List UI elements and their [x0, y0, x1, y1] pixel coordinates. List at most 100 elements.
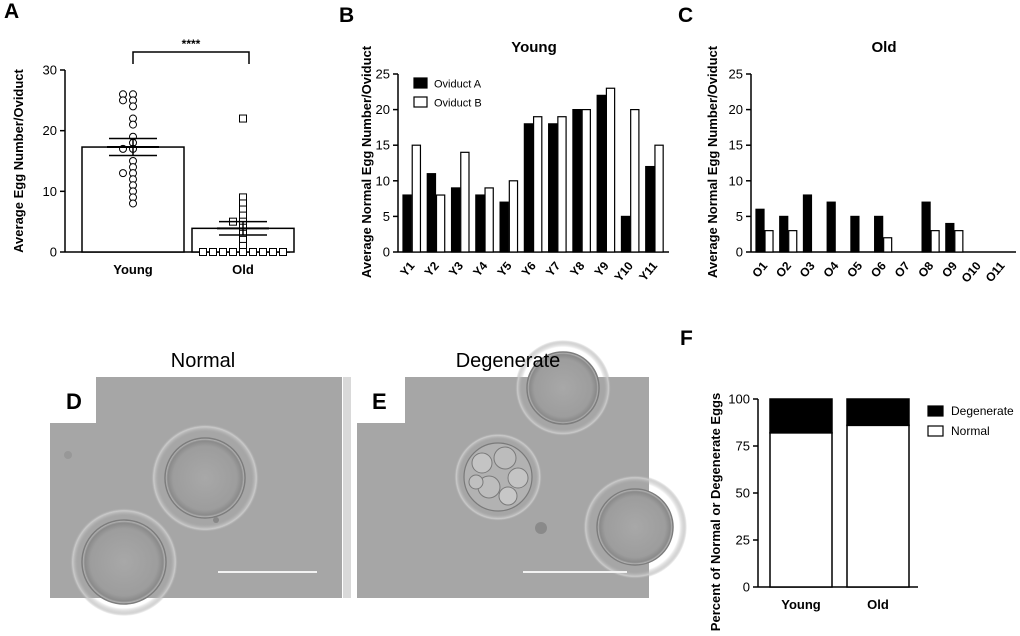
- bar-y7-oviduct-a: [548, 123, 558, 253]
- bar-o1-oviduct-a: [755, 208, 765, 253]
- chart-a-y-tick-label: 20: [43, 123, 57, 138]
- chart-a-x-tick-label: Old: [232, 262, 254, 277]
- chart-a-x-tick-label: Young: [113, 262, 153, 277]
- chart-b-x-tick-label: Y1: [397, 259, 417, 279]
- chart-b-x-tick-label: Y7: [543, 259, 563, 279]
- chart-c-x-tick-label: O5: [844, 259, 865, 281]
- chart-a-ylabel: Average Egg Number/Oviduct: [11, 68, 26, 252]
- bar-y8-oviduct-a: [572, 108, 582, 253]
- chart-f-y-tick-label: 100: [728, 392, 750, 407]
- bar-y7-oviduct-b: [557, 116, 567, 253]
- chart-c-y-tick-label: 5: [736, 209, 743, 224]
- bar-o3-oviduct-a: [802, 194, 813, 253]
- chart-b-legend-swatch: [413, 96, 428, 108]
- chart-c-x-tick-label: O2: [773, 259, 794, 281]
- bar-y10-oviduct-b: [630, 108, 640, 253]
- bar-y4-oviduct-b: [484, 187, 494, 253]
- bar-y6-oviduct-a: [523, 123, 534, 253]
- data-point: [219, 248, 227, 256]
- bar-y11-oviduct-a: [645, 165, 655, 253]
- data-point: [129, 120, 137, 129]
- bar-o5-oviduct-a: [850, 215, 860, 253]
- data-point: [119, 169, 127, 178]
- panel-letter-d: D: [66, 389, 82, 414]
- bar-y3-oviduct-a: [450, 187, 461, 253]
- chart-c-y-tick-label: 0: [736, 245, 743, 260]
- bar-old-degenerate: [846, 398, 910, 427]
- bar-y5-oviduct-b: [508, 180, 519, 253]
- bar-y8-oviduct-b: [581, 108, 591, 253]
- data-point: [119, 96, 127, 105]
- normal-egg-cell: [596, 488, 674, 566]
- bar-o6-oviduct-a: [874, 215, 884, 253]
- chart-b-y-tick-label: 15: [376, 138, 390, 153]
- normal-egg-cell: [81, 519, 167, 605]
- chart-c-x-tick-label: O10: [959, 259, 985, 286]
- bar-o9-oviduct-b: [954, 230, 964, 253]
- bar-y2-oviduct-b: [435, 194, 446, 253]
- chart-b-x-tick-label: Y3: [446, 259, 466, 279]
- micrograph-title-degenerate: Degenerate: [456, 350, 561, 372]
- chart-f-legend-swatch: [927, 405, 944, 417]
- chart-b: Young Average Normal Egg Number/Oviduct …: [359, 39, 669, 284]
- bar-y1-oviduct-a: [402, 194, 412, 253]
- chart-c-x-tick-label: O8: [915, 259, 936, 281]
- chart-c-y-tick-label: 20: [729, 102, 743, 117]
- chart-a-y-tick-label: 30: [43, 63, 57, 78]
- chart-b-x-tick-label: Y10: [612, 259, 637, 285]
- data-point: [129, 102, 137, 111]
- chart-b-x-tick-label: Y5: [494, 259, 514, 279]
- panel-letter-c: C: [678, 4, 693, 27]
- data-point: [229, 248, 237, 256]
- chart-c-x-tick-label: O4: [820, 259, 841, 281]
- bar-young-degenerate: [769, 398, 833, 434]
- bar-y9-oviduct-b: [605, 87, 616, 253]
- chart-f-y-tick-label: 0: [743, 580, 750, 595]
- chart-b-legend-swatch: [413, 77, 428, 89]
- data-point: [279, 248, 287, 256]
- bar-old-normal: [846, 424, 910, 588]
- normal-egg-cell: [526, 351, 600, 425]
- data-point: [209, 248, 217, 256]
- chart-a: Average Egg Number/Oviduct 0 10 20 30 Young O…: [11, 37, 295, 277]
- chart-c-x-tick-label: O11: [983, 259, 1008, 285]
- bar-y2-oviduct-a: [426, 173, 437, 253]
- chart-f-y-tick-label: 25: [736, 533, 750, 548]
- bar-y5-oviduct-a: [499, 201, 509, 253]
- chart-f-y-tick-label: 75: [736, 439, 750, 454]
- micrograph-degenerate: E: [343, 340, 687, 598]
- data-point: [199, 248, 207, 256]
- chart-a-y-tick-label: 0: [50, 245, 57, 260]
- data-point: [259, 248, 267, 256]
- degenerate-egg-cell: [463, 442, 533, 512]
- chart-b-legend-label: Oviduct B: [434, 98, 482, 110]
- chart-b-x-tick-label: Y8: [567, 259, 587, 279]
- bar-o8-oviduct-a: [921, 201, 931, 253]
- chart-c: Old Average Normal Egg Number/Oviduct 0 5…: [705, 39, 1016, 285]
- chart-c-x-tick-label: O1: [749, 259, 770, 281]
- bar-y3-oviduct-b: [460, 151, 470, 253]
- chart-c-y-tick-label: 25: [729, 67, 743, 82]
- chart-f-x-tick-label: Young: [781, 597, 821, 612]
- bar-y10-oviduct-a: [620, 215, 631, 253]
- bar-young-normal: [769, 432, 833, 588]
- chart-b-y-tick-label: 20: [376, 102, 390, 117]
- normal-egg-cell: [164, 437, 246, 519]
- bar-o1-oviduct-b: [764, 230, 774, 253]
- significance-label: ****: [182, 37, 201, 51]
- chart-b-x-tick-label: Y4: [470, 259, 490, 279]
- micrograph-title-normal: Normal: [171, 350, 235, 372]
- chart-c-y-tick-label: 15: [729, 138, 743, 153]
- panel-letter-b: B: [339, 4, 354, 27]
- chart-f-legend-label: Degenerate: [951, 404, 1014, 418]
- bar-y6-oviduct-b: [532, 116, 543, 253]
- panel-letter-f: F: [680, 327, 693, 350]
- chart-f-x-tick-label: Old: [867, 597, 889, 612]
- chart-a-y-tick-label: 10: [43, 184, 57, 199]
- chart-c-x-tick-label: O7: [892, 259, 913, 281]
- chart-b-x-tick-label: Y9: [592, 259, 612, 279]
- chart-c-x-tick-label: O9: [939, 259, 960, 281]
- chart-c-y-tick-label: 10: [729, 173, 743, 188]
- bar-o4-oviduct-a: [826, 201, 836, 253]
